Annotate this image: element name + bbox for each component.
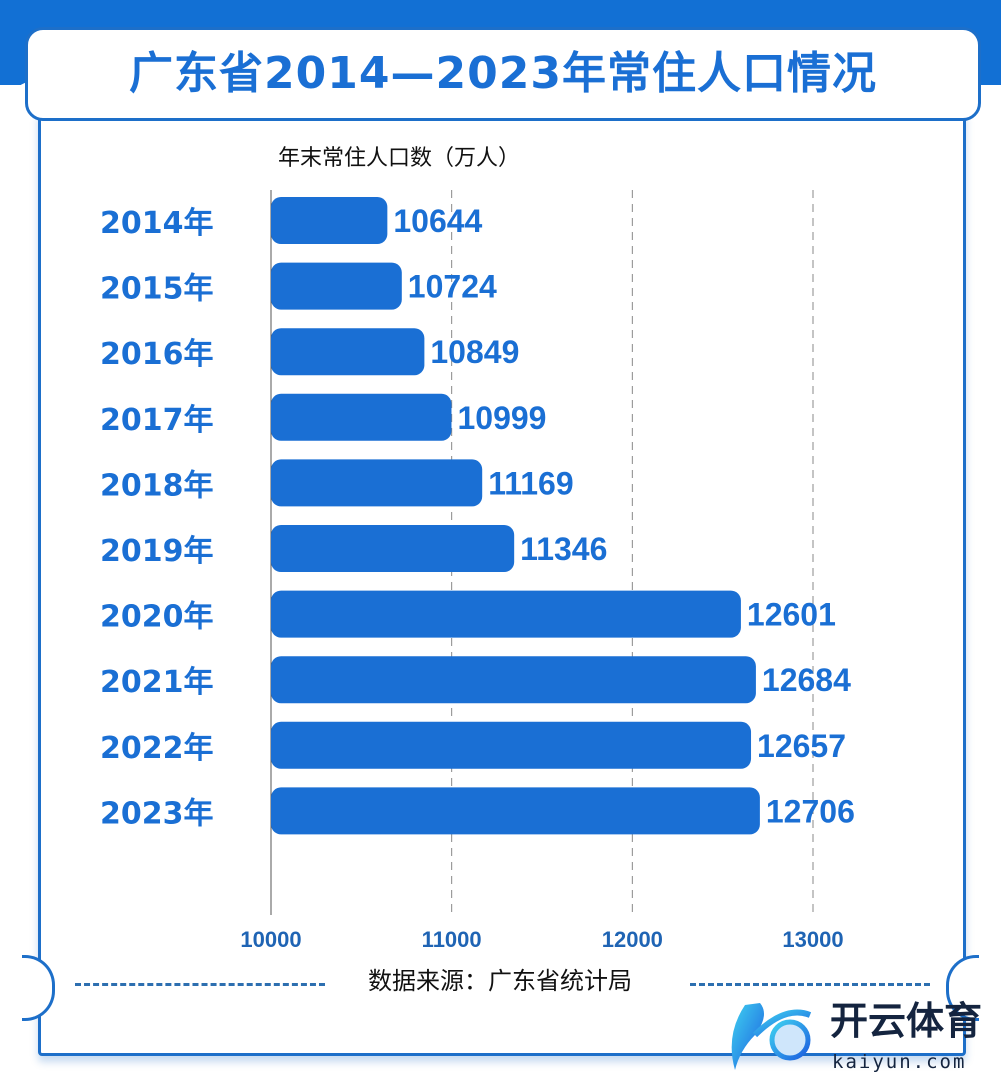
category-label: 2020年: [100, 600, 214, 635]
divider-right: [690, 983, 930, 986]
category-label: 2015年: [100, 272, 214, 307]
bar: [271, 262, 402, 310]
category-label: 2016年: [100, 337, 214, 372]
data-label: 12601: [747, 597, 836, 633]
category-label: 2023年: [100, 796, 214, 831]
data-label: 11169: [488, 465, 573, 501]
bar: [271, 197, 388, 244]
divider-left: [75, 983, 325, 986]
bar: [271, 328, 425, 376]
logo-url: kaiyun.com: [832, 1051, 967, 1073]
bar: [271, 590, 741, 638]
data-label: 10999: [457, 400, 546, 436]
chart-card: [38, 110, 966, 1056]
x-tick-label: 10000: [240, 927, 301, 952]
bar: [271, 525, 515, 572]
category-label: 2019年: [100, 534, 214, 569]
category-label: 2021年: [100, 665, 214, 700]
logo-name: 开云体育: [830, 999, 983, 1043]
bar-chart: 10000 11000 12000 13000 10644 2014年 10724 2015年…: [100, 190, 855, 952]
data-label: 11346: [520, 531, 607, 567]
data-label: 12684: [762, 662, 851, 698]
data-label: 12706: [766, 793, 855, 829]
data-label: 12657: [757, 728, 846, 764]
x-tick-label: 11000: [422, 927, 482, 952]
category-label: 2022年: [100, 731, 214, 766]
x-tick-label: 13000: [782, 927, 843, 952]
axis-unit-label: 年末常住人口数（万人）: [278, 146, 521, 171]
title-box: 广东省2014—2023年常住人口情况: [25, 27, 981, 121]
bar: [271, 393, 452, 441]
data-label: 10644: [393, 203, 482, 239]
data-source: 数据来源：广东省统计局: [368, 967, 632, 995]
bar: [271, 459, 483, 507]
x-tick-label: 12000: [602, 927, 663, 952]
bar: [271, 656, 756, 704]
page-title: 广东省2014—2023年常住人口情况: [129, 48, 877, 99]
bar: [271, 787, 760, 835]
category-label: 2018年: [100, 468, 214, 503]
data-label: 10724: [408, 269, 497, 305]
category-label: 2017年: [100, 403, 214, 438]
category-label: 2014年: [100, 206, 214, 241]
bar: [271, 721, 752, 769]
kaiyun-logo: [731, 1003, 812, 1070]
data-label: 10849: [430, 334, 519, 370]
